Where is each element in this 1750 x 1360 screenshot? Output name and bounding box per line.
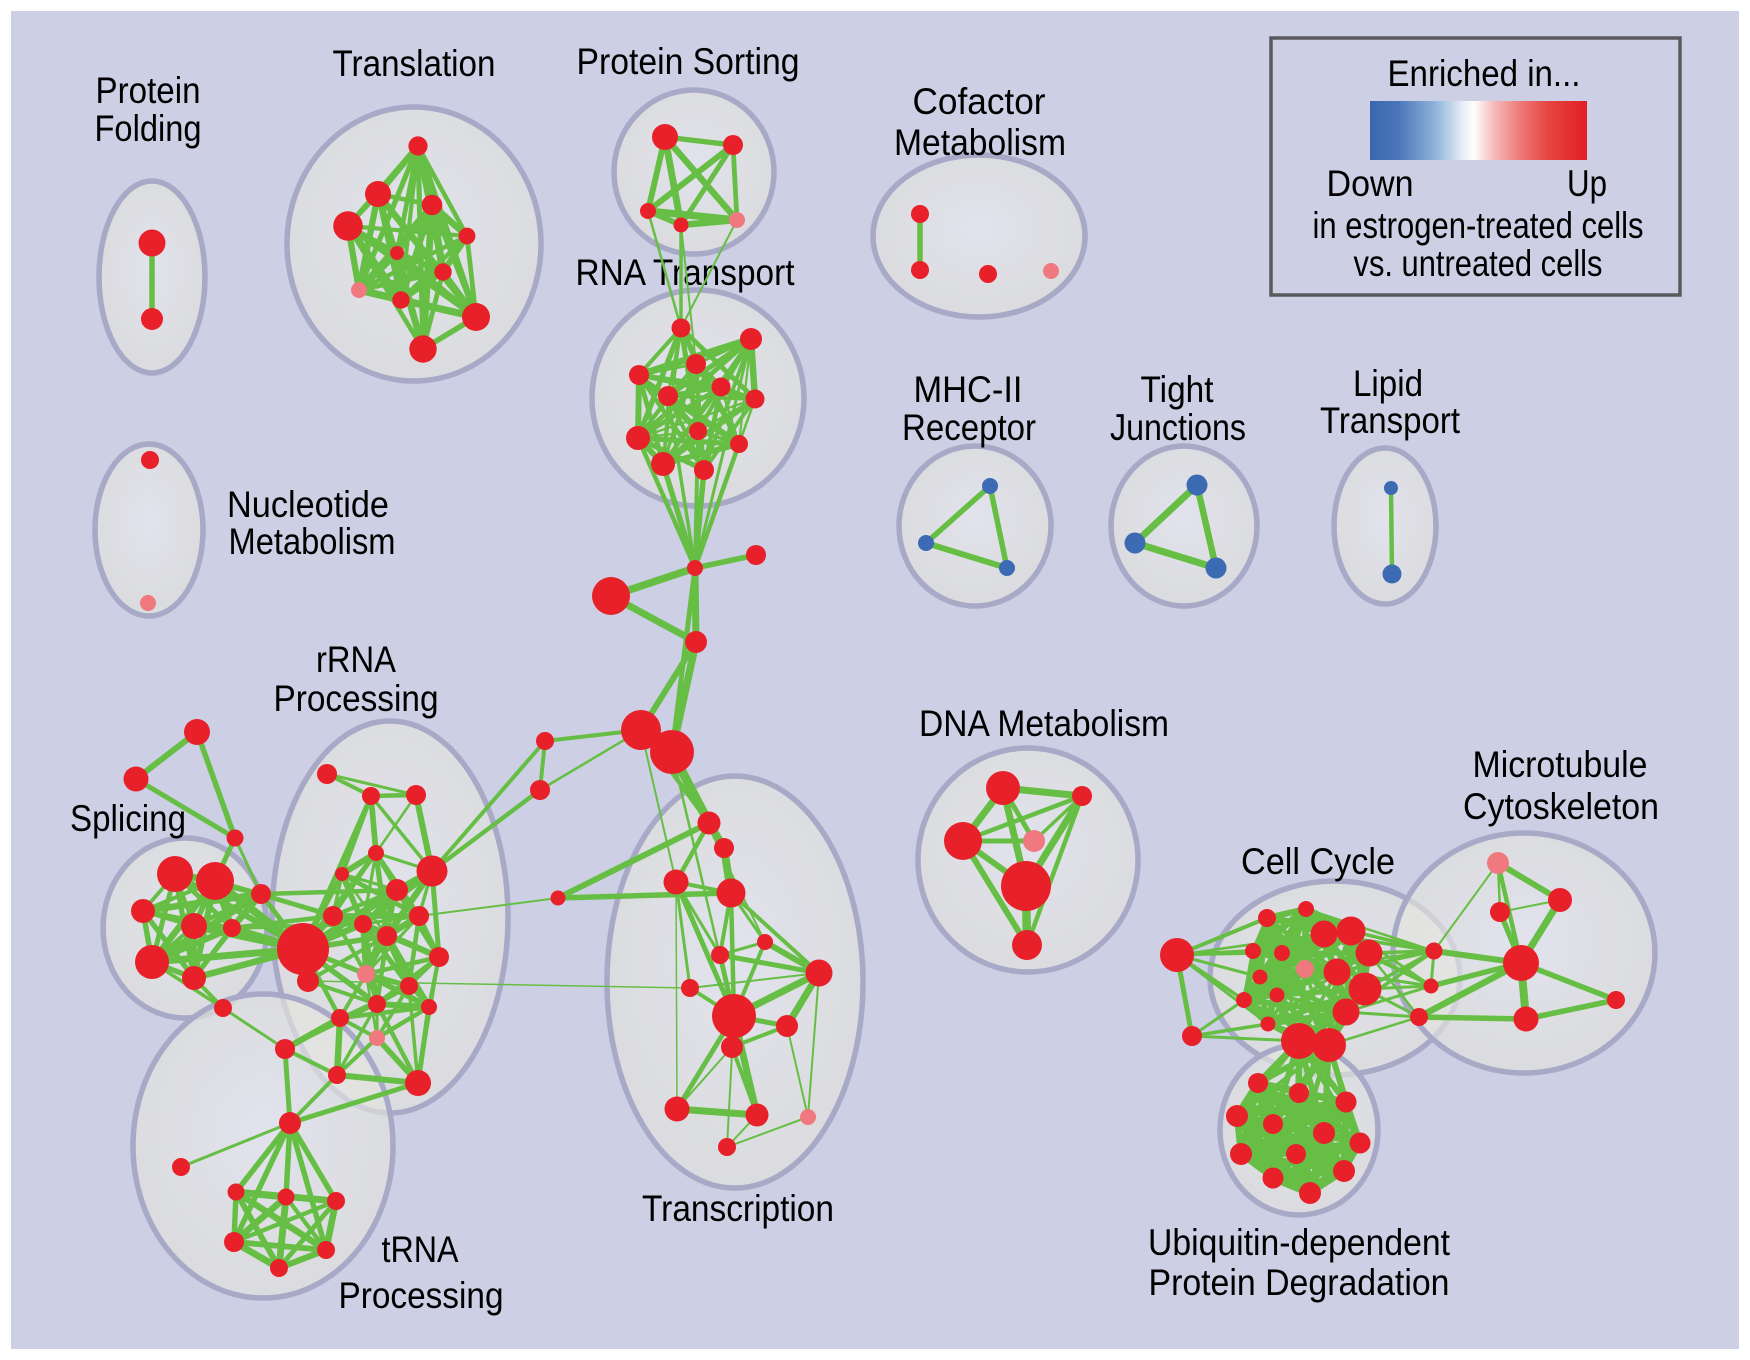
svg-text:Nucleotide: Nucleotide	[227, 484, 389, 525]
svg-text:Up: Up	[1567, 163, 1607, 204]
svg-text:tRNA: tRNA	[382, 1229, 459, 1270]
svg-text:Cofactor: Cofactor	[913, 81, 1046, 122]
svg-text:Protein Sorting: Protein Sorting	[577, 41, 800, 82]
svg-text:Enriched in...: Enriched in...	[1388, 53, 1581, 94]
svg-text:Lipid: Lipid	[1353, 363, 1423, 404]
svg-text:Transcription: Transcription	[642, 1188, 834, 1229]
svg-text:Receptor: Receptor	[902, 407, 1036, 448]
svg-text:Tight: Tight	[1141, 369, 1215, 410]
svg-text:Cytoskeleton: Cytoskeleton	[1463, 786, 1659, 827]
svg-text:Splicing: Splicing	[70, 798, 186, 839]
svg-text:Processing: Processing	[339, 1275, 504, 1316]
svg-text:Translation: Translation	[333, 43, 496, 84]
svg-text:DNA Metabolism: DNA Metabolism	[919, 703, 1169, 744]
svg-text:Transport: Transport	[1320, 400, 1461, 441]
svg-text:MHC-II: MHC-II	[914, 369, 1023, 410]
svg-text:Ubiquitin-dependent: Ubiquitin-dependent	[1148, 1222, 1451, 1263]
svg-text:Protein: Protein	[96, 70, 201, 111]
svg-text:Metabolism: Metabolism	[894, 122, 1066, 163]
svg-text:Down: Down	[1327, 163, 1414, 204]
svg-text:Microtubule: Microtubule	[1473, 744, 1648, 785]
svg-text:rRNA: rRNA	[316, 639, 396, 680]
svg-text:Protein Degradation: Protein Degradation	[1149, 1262, 1450, 1303]
svg-text:Junctions: Junctions	[1110, 407, 1246, 448]
svg-text:vs. untreated cells: vs. untreated cells	[1354, 243, 1603, 284]
svg-text:Processing: Processing	[274, 678, 439, 719]
svg-text:Cell Cycle: Cell Cycle	[1241, 841, 1395, 882]
svg-text:Metabolism: Metabolism	[229, 521, 396, 562]
svg-text:Folding: Folding	[95, 108, 202, 149]
svg-text:in estrogen-treated cells: in estrogen-treated cells	[1313, 205, 1644, 246]
